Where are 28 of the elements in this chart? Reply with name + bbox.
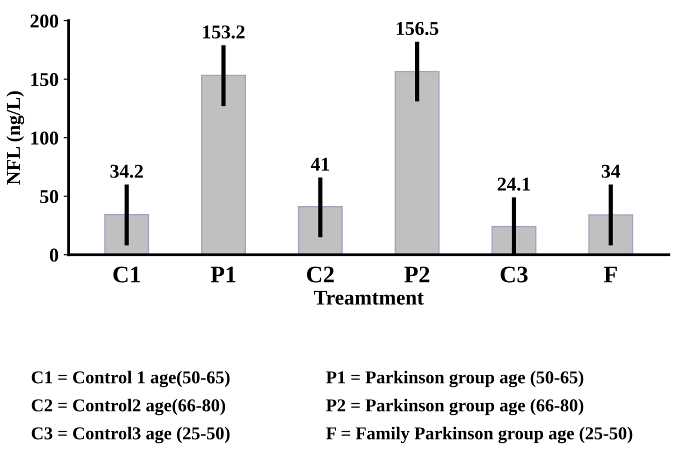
data-label: 34.2 — [110, 164, 143, 178]
text: P2 = Parkinson group age (66-80) — [326, 398, 584, 416]
data-label: 41 — [310, 158, 330, 171]
x-axis-title: Treamtment — [314, 290, 424, 305]
text: C2 = Control2 age(66-80) — [32, 398, 226, 416]
y-tick-label: 200 — [30, 14, 58, 28]
text: C3 = Control3 age (25-50) — [32, 426, 230, 444]
data-label: 24.1 — [498, 178, 530, 191]
data-label: 153.2 — [203, 25, 245, 39]
x-tick-label: P1 — [210, 266, 236, 282]
bar — [394, 70, 440, 255]
x-tick-label: C1 — [113, 266, 140, 282]
x-tick-label: C3 — [500, 266, 528, 282]
x-tick-label: F — [604, 266, 617, 282]
x-tick-label: C2 — [307, 266, 334, 282]
text: P1 = Parkinson group age (50-65) — [326, 370, 584, 388]
bar — [298, 206, 343, 255]
bar — [201, 74, 246, 255]
text: C1 = Control 1 age(50-65) — [32, 370, 230, 388]
y-axis-title: NFL (ng/L) — [6, 91, 24, 185]
data-label: 156.5 — [396, 22, 438, 36]
y-tick-label: 100 — [31, 132, 58, 145]
y-tick-label: 150 — [31, 72, 58, 86]
text: F = Family Parkinson group age (25-50) — [326, 426, 632, 444]
data-label: 34 — [602, 164, 620, 178]
y-tick-label: 0 — [50, 248, 58, 262]
x-tick-label: P2 — [404, 266, 430, 282]
y-tick-label: 50 — [40, 190, 58, 204]
